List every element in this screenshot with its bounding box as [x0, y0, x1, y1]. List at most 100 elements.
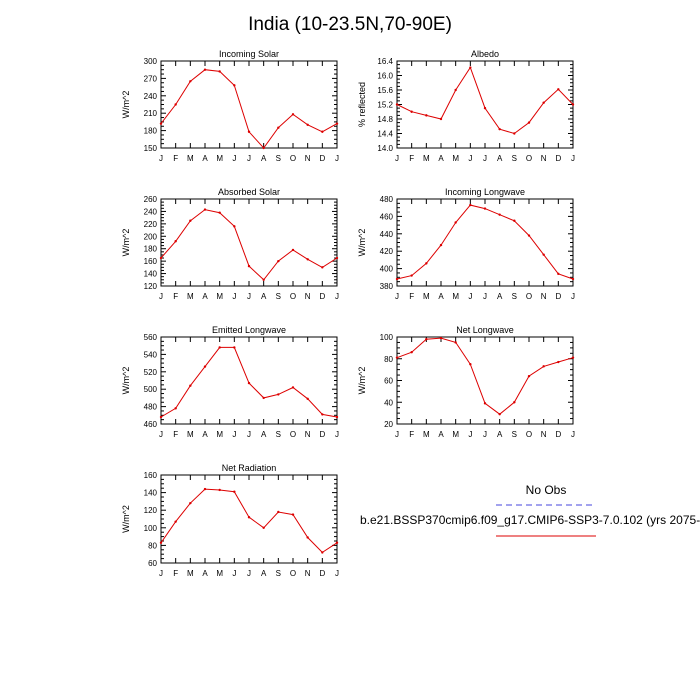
- series-line: [396, 66, 574, 135]
- data-point: [218, 488, 221, 492]
- panel-title: Emitted Longwave: [212, 325, 286, 335]
- x-tick-label: J: [247, 154, 251, 163]
- y-tick-label: 180: [144, 127, 158, 136]
- x-tick-label: O: [526, 292, 532, 301]
- x-tick-label: J: [335, 292, 339, 301]
- x-tick-label: D: [319, 292, 325, 301]
- data-point: [395, 103, 399, 106]
- data-point: [189, 501, 192, 505]
- x-tick-label: D: [555, 430, 561, 439]
- figure-title: India (10-23.5N,70-90E): [248, 14, 452, 35]
- x-tick-label: M: [423, 154, 430, 163]
- data-point: [306, 258, 309, 261]
- y-tick-label: 140: [144, 270, 158, 279]
- x-tick-label: J: [335, 154, 339, 163]
- x-tick-label: M: [452, 154, 459, 163]
- x-tick-label: A: [261, 292, 267, 301]
- x-tick-label: J: [468, 430, 472, 439]
- x-tick-label: N: [541, 292, 547, 301]
- x-tick-label: J: [335, 430, 339, 439]
- plot-frame: [160, 336, 338, 425]
- x-tick-label: M: [216, 154, 223, 163]
- data-point: [425, 337, 428, 341]
- x-tick-label: J: [395, 430, 399, 439]
- x-tick-label: N: [541, 154, 547, 163]
- y-tick-label: 380: [380, 282, 394, 291]
- series-line: [160, 209, 338, 281]
- data-point: [189, 80, 192, 83]
- data-point: [469, 362, 472, 366]
- x-tick-label: J: [483, 430, 487, 439]
- data-point: [395, 356, 399, 359]
- x-tick-label: A: [497, 292, 503, 301]
- data-point: [247, 264, 251, 268]
- data-point: [262, 278, 265, 281]
- y-tick-label: 460: [144, 420, 158, 429]
- data-point: [542, 365, 545, 368]
- data-point: [262, 146, 265, 150]
- plot-frame: [160, 60, 338, 149]
- x-tick-label: O: [526, 430, 532, 439]
- data-point: [335, 122, 339, 125]
- data-point: [321, 551, 324, 554]
- data-point: [410, 274, 413, 277]
- y-tick-label: 180: [144, 245, 158, 254]
- data-point: [291, 248, 295, 252]
- data-point: [527, 374, 531, 378]
- x-tick-label: D: [555, 154, 561, 163]
- data-point: [321, 266, 324, 269]
- panel-title: Net Longwave: [456, 325, 514, 335]
- y-axis-label: % reflected: [357, 82, 367, 127]
- x-tick-label: S: [512, 154, 517, 163]
- data-point: [321, 413, 324, 416]
- data-point: [321, 130, 324, 133]
- data-point: [291, 113, 295, 116]
- data-point: [483, 106, 487, 110]
- x-tick-label: J: [159, 569, 163, 578]
- panel-title: Absorbed Solar: [218, 187, 280, 197]
- y-tick-label: 480: [144, 403, 158, 412]
- data-point: [203, 68, 207, 71]
- data-point: [571, 103, 575, 106]
- data-point: [218, 70, 221, 73]
- x-tick-label: O: [290, 292, 296, 301]
- data-point: [469, 66, 472, 69]
- data-point: [498, 127, 501, 131]
- y-tick-label: 140: [144, 489, 158, 498]
- x-tick-label: J: [571, 292, 575, 301]
- x-tick-label: M: [216, 430, 223, 439]
- y-tick-label: 100: [380, 333, 394, 342]
- data-point: [527, 121, 531, 124]
- panel-title: Incoming Solar: [219, 49, 279, 59]
- data-point: [277, 259, 280, 263]
- y-tick-label: 420: [380, 247, 394, 256]
- data-point: [557, 272, 560, 276]
- x-tick-label: D: [319, 154, 325, 163]
- x-tick-label: J: [395, 292, 399, 301]
- x-tick-label: A: [261, 430, 267, 439]
- x-tick-label: A: [261, 154, 267, 163]
- x-tick-label: A: [202, 292, 208, 301]
- panel-title: Incoming Longwave: [445, 187, 525, 197]
- data-point: [277, 393, 280, 396]
- y-tick-label: 200: [144, 232, 158, 241]
- panel-title: Albedo: [471, 49, 499, 59]
- data-point: [542, 253, 545, 256]
- plot-frame: [396, 336, 574, 425]
- data-point: [159, 256, 163, 260]
- data-point: [233, 346, 236, 349]
- data-point: [425, 262, 428, 265]
- y-tick-label: 120: [144, 282, 158, 291]
- data-point: [233, 225, 236, 228]
- y-axis-label: W/m^2: [121, 91, 131, 119]
- y-tick-label: 14.8: [377, 115, 393, 124]
- y-tick-label: 120: [144, 506, 158, 515]
- x-tick-label: M: [187, 430, 194, 439]
- x-tick-label: O: [526, 154, 532, 163]
- data-point: [557, 360, 560, 364]
- x-tick-label: J: [335, 569, 339, 578]
